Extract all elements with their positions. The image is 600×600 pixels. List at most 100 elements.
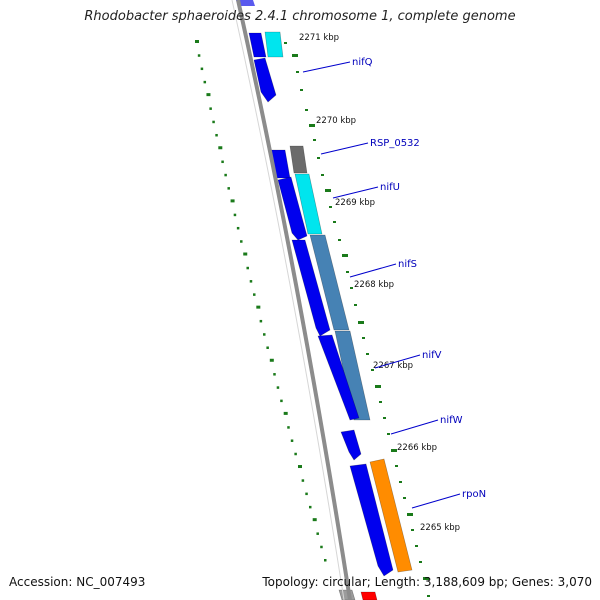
tick-dot xyxy=(316,532,319,535)
cds-1 xyxy=(248,32,267,58)
kbp-label: 2271 kbp xyxy=(299,33,339,43)
tick-dot xyxy=(287,426,290,429)
tick-mark xyxy=(423,577,429,580)
map-title: Rhodobacter sphaeroides 2.4.1 chromosome… xyxy=(84,9,516,24)
rpoN-box xyxy=(369,458,413,573)
tick-mark xyxy=(329,206,332,208)
tick-mark xyxy=(338,239,341,241)
tick-mark xyxy=(354,304,357,306)
tick-mark xyxy=(305,109,308,111)
tick-mark xyxy=(415,545,418,547)
tick-mark xyxy=(403,497,406,499)
tick-dot xyxy=(230,199,235,203)
tick-mark xyxy=(309,124,315,127)
tick-mark xyxy=(333,221,336,223)
tick-mark xyxy=(317,157,320,159)
tick-dot xyxy=(266,346,269,349)
tick-mark xyxy=(346,271,349,273)
tick-dot xyxy=(243,252,248,256)
tick-dot xyxy=(283,411,288,415)
tick-dot xyxy=(215,133,218,137)
tick-dot xyxy=(290,439,294,442)
tick-dot xyxy=(246,266,249,270)
tick-mark xyxy=(321,174,324,176)
tick-dot xyxy=(263,333,266,336)
tick-mark xyxy=(411,529,414,531)
cds-2 xyxy=(253,57,277,103)
tick-dot xyxy=(273,373,276,376)
nifS-box xyxy=(309,234,350,331)
chromosome-backbone xyxy=(231,0,352,600)
tick-dot xyxy=(218,146,223,150)
gene-label-line xyxy=(349,263,397,278)
outer-tick-dots xyxy=(195,40,327,562)
tick-mark xyxy=(383,417,386,419)
nifU-box xyxy=(294,173,323,235)
tick-dot xyxy=(236,226,240,230)
topology-text: Topology: circular; Length: 3,188,609 bp… xyxy=(262,575,592,589)
cds-4 xyxy=(277,176,308,241)
kbp-label: 2267 kbp xyxy=(373,361,413,371)
gene-features xyxy=(236,0,413,600)
tick-dot xyxy=(312,518,317,522)
tick-dot xyxy=(227,187,230,190)
tick-dot xyxy=(240,240,243,243)
tick-mark xyxy=(427,595,430,597)
gene-label: rpoN xyxy=(462,489,486,500)
accession-text: Accession: NC_007493 xyxy=(9,575,146,589)
tick-dot xyxy=(233,213,237,217)
tick-mark xyxy=(362,337,365,339)
tick-mark xyxy=(313,139,316,141)
tick-dot xyxy=(206,93,211,97)
tick-dot xyxy=(276,386,280,389)
nifQ-box xyxy=(264,31,284,58)
cds-5 xyxy=(291,239,331,337)
kbp-label: 2270 kbp xyxy=(316,116,356,126)
tick-mark xyxy=(371,369,374,371)
tick-dot xyxy=(197,54,201,57)
tick-dot xyxy=(301,479,305,482)
tick-dot xyxy=(324,559,327,562)
gene-label: RSP_0532 xyxy=(370,138,420,149)
cds-7 xyxy=(340,429,362,461)
tick-mark xyxy=(399,481,402,483)
edge-red xyxy=(360,591,378,600)
gene-label-line xyxy=(390,419,439,435)
tick-mark xyxy=(350,287,353,289)
cds-8 xyxy=(349,463,394,577)
labels: 2271 kbp 2270 kbp 2269 kbp 2268 kbp 2267 kbp… xyxy=(299,33,486,533)
gene-label: nifS xyxy=(398,259,417,270)
cds-6 xyxy=(317,334,360,421)
tick-dot xyxy=(294,452,297,456)
tick-dot xyxy=(209,107,212,110)
gene-label-line xyxy=(374,354,421,369)
tick-dot xyxy=(221,160,224,164)
gene-label: nifQ xyxy=(352,57,373,68)
tick-mark xyxy=(395,465,398,467)
tick-dot xyxy=(269,358,274,362)
kbp-label: 2265 kbp xyxy=(420,523,460,533)
tick-dot xyxy=(297,465,302,469)
gene-label-line xyxy=(332,186,379,199)
tick-dot xyxy=(280,399,283,403)
tick-mark xyxy=(407,513,413,516)
gene-label: nifU xyxy=(380,182,400,193)
gene-label-line xyxy=(320,142,369,155)
tick-dot xyxy=(308,505,312,509)
RSP_0532-box xyxy=(289,145,308,174)
tick-mark xyxy=(391,449,397,452)
tick-mark xyxy=(284,42,287,44)
tick-dot xyxy=(224,173,227,177)
tick-dot xyxy=(256,305,261,309)
backbone-line xyxy=(236,0,352,600)
kbp-label: 2269 kbp xyxy=(335,198,375,208)
tick-dot xyxy=(200,67,204,71)
tick-dot xyxy=(305,492,308,496)
tick-mark xyxy=(379,401,382,403)
tick-mark xyxy=(419,561,422,563)
tick-mark xyxy=(366,353,369,355)
kbp-label: 2268 kbp xyxy=(354,280,394,290)
gene-label-line xyxy=(302,61,351,73)
